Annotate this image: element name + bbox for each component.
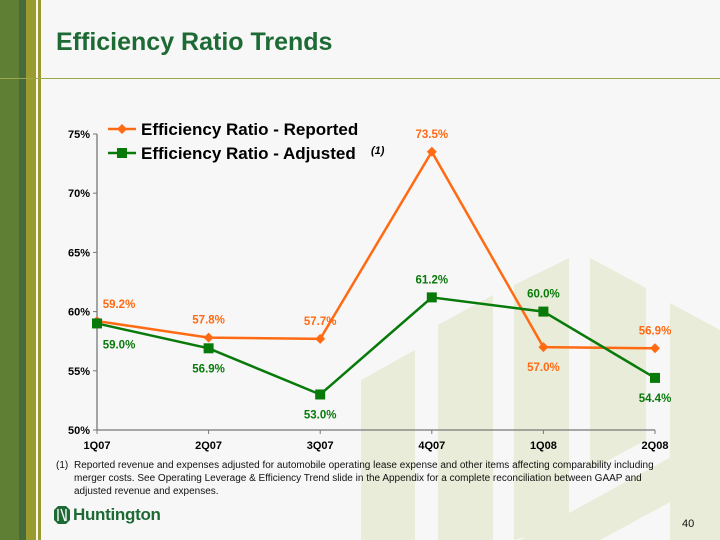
data-label-reported: 56.9% [639, 325, 672, 337]
x-tick-label: 1Q08 [530, 440, 557, 452]
data-point-adjusted [92, 318, 102, 329]
data-point-adjusted [203, 343, 214, 354]
brand-name: Huntington [73, 505, 161, 524]
slide-title: Efficiency Ratio Trends [56, 28, 333, 56]
y-tick-label: 70% [68, 188, 90, 200]
data-point-adjusted [426, 292, 437, 303]
footnote-text: Reported revenue and expenses adjusted f… [74, 460, 654, 497]
legend-label-adjusted: Efficiency Ratio - Adjusted [141, 144, 356, 163]
legend-marker-reported [117, 124, 127, 134]
footnote-marker: (1) [56, 460, 69, 471]
data-label-adjusted: 60.0% [527, 289, 560, 301]
huntington-logo: Huntington [54, 505, 161, 525]
page-number: 40 [682, 518, 695, 530]
huntington-logo-icon [54, 506, 70, 524]
data-point-reported [650, 343, 660, 354]
decorative-band [26, 0, 36, 540]
legend-marker-adjusted [117, 148, 127, 158]
watermark-shape [361, 350, 415, 540]
data-point-reported [315, 333, 326, 344]
y-tick-label: 50% [68, 425, 90, 437]
watermark-shape [590, 258, 646, 470]
data-label-reported: 59.2% [103, 299, 136, 311]
x-tick-label: 1Q07 [84, 440, 111, 452]
data-point-reported [538, 342, 549, 353]
data-label-adjusted: 59.0% [103, 339, 136, 351]
x-tick-label: 3Q07 [307, 440, 334, 452]
y-tick-label: 65% [68, 247, 90, 259]
data-label-reported: 57.0% [527, 362, 560, 374]
data-point-adjusted [315, 389, 326, 400]
data-label-adjusted: 56.9% [192, 363, 225, 375]
data-point-reported [426, 146, 437, 157]
data-point-adjusted [538, 306, 549, 317]
decorative-band [0, 0, 19, 540]
decorative-band [19, 0, 26, 540]
series-line-adjusted [96, 296, 656, 396]
data-label-adjusted: 61.2% [415, 274, 448, 286]
y-tick-label: 60% [68, 307, 90, 319]
decorative-band [36, 0, 37, 540]
data-point-reported [203, 332, 214, 343]
legend-label-reported: Efficiency Ratio - Reported [141, 120, 358, 139]
title-divider [0, 78, 720, 79]
watermark-shape [520, 430, 720, 540]
watermark-shape [438, 295, 493, 540]
y-tick-label: 55% [68, 366, 90, 378]
decorative-band [38, 0, 41, 540]
data-label-reported: 57.8% [192, 315, 225, 327]
data-point-adjusted [650, 372, 660, 383]
y-tick-label: 75% [68, 129, 90, 141]
series-line-reported [96, 149, 656, 350]
data-label-adjusted: 53.0% [304, 409, 337, 421]
watermark-shape [514, 258, 569, 540]
legend-footnote-ref: (1) [371, 145, 385, 157]
x-tick-label: 4Q07 [418, 440, 445, 452]
x-tick-label: 2Q08 [642, 440, 669, 452]
data-label-adjusted: 54.4% [639, 393, 672, 405]
data-label-reported: 57.7% [304, 316, 337, 328]
x-tick-label: 2Q07 [195, 440, 222, 452]
data-label-reported: 73.5% [415, 129, 448, 141]
